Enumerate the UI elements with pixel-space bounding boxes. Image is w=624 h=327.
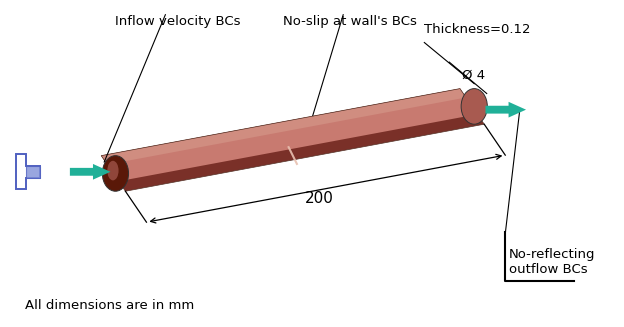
Polygon shape [101,89,466,164]
Text: 200: 200 [305,191,334,206]
Ellipse shape [461,89,487,124]
Polygon shape [485,102,526,117]
Ellipse shape [102,156,129,191]
Text: Thickness=0.12: Thickness=0.12 [424,23,531,36]
Text: Inflow velocity BCs: Inflow velocity BCs [115,15,241,28]
Text: All dimensions are in mm: All dimensions are in mm [25,299,194,312]
Polygon shape [101,89,484,191]
Polygon shape [26,165,40,178]
Text: No-slip at wall's BCs: No-slip at wall's BCs [283,15,416,28]
Text: Ø 4: Ø 4 [462,69,485,82]
Polygon shape [70,164,110,180]
Polygon shape [101,89,477,181]
Ellipse shape [107,161,119,181]
Text: No-reflecting
outflow BCs: No-reflecting outflow BCs [509,248,595,276]
